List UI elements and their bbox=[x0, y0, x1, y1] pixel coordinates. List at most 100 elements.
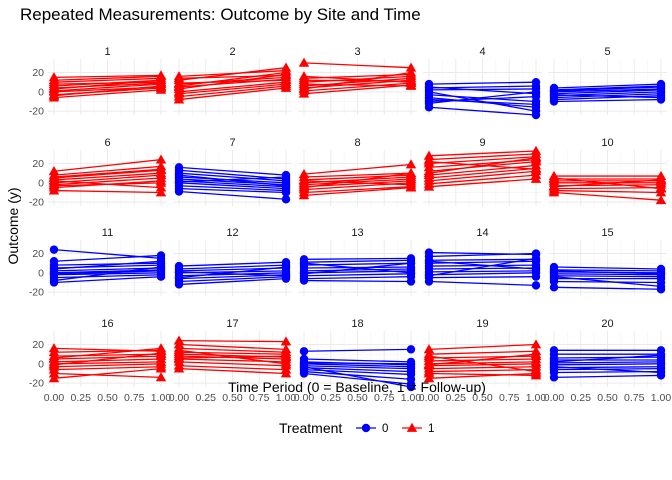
series-line bbox=[303, 262, 412, 275]
x-tick-label: 0.00 bbox=[544, 392, 565, 404]
data-point bbox=[405, 67, 417, 77]
series-line bbox=[428, 272, 537, 276]
series-line bbox=[428, 372, 537, 377]
series-line bbox=[178, 83, 287, 95]
facet-strip-label: 10 bbox=[601, 137, 613, 149]
series-line bbox=[303, 257, 412, 260]
data-point bbox=[530, 348, 542, 359]
data-point bbox=[156, 251, 166, 260]
series-line bbox=[303, 370, 412, 380]
data-point bbox=[424, 95, 434, 104]
data-point bbox=[299, 358, 309, 368]
series-line bbox=[428, 98, 537, 106]
series-line bbox=[303, 366, 412, 388]
series-line bbox=[53, 85, 162, 97]
series-line bbox=[428, 81, 537, 85]
legend-key-circle bbox=[361, 423, 371, 433]
series-line bbox=[53, 79, 162, 90]
data-point bbox=[174, 187, 184, 196]
facet-panel-15: 15 bbox=[548, 227, 667, 296]
series-line bbox=[553, 269, 662, 272]
series-line bbox=[53, 262, 162, 266]
series-line bbox=[178, 79, 287, 84]
series-line bbox=[303, 84, 412, 95]
series-line bbox=[178, 180, 287, 188]
series-line bbox=[53, 159, 162, 172]
data-point bbox=[48, 368, 60, 378]
data-point bbox=[155, 164, 167, 174]
series-line bbox=[178, 261, 287, 267]
series-line bbox=[428, 160, 537, 170]
y-tick-label: 20 bbox=[32, 158, 44, 170]
x-tick-label: 0.00 bbox=[294, 392, 315, 404]
data-point bbox=[173, 88, 185, 98]
series-line bbox=[303, 365, 412, 370]
facet-strip-label: 15 bbox=[601, 227, 613, 239]
panel-grid bbox=[548, 150, 667, 206]
series-line bbox=[178, 166, 287, 176]
facet-strip-label: 9 bbox=[479, 137, 485, 149]
facet-strip-label: 17 bbox=[226, 318, 238, 330]
series-line bbox=[53, 177, 162, 186]
facet-strip-label: 3 bbox=[354, 46, 360, 58]
series-line bbox=[553, 276, 662, 287]
series-line bbox=[303, 172, 412, 189]
data-point bbox=[548, 187, 560, 197]
data-point bbox=[531, 87, 541, 97]
series-line bbox=[428, 153, 537, 161]
data-point bbox=[173, 94, 185, 104]
data-point bbox=[49, 245, 59, 254]
series-line bbox=[428, 343, 537, 350]
series-line bbox=[428, 276, 537, 279]
series-line bbox=[53, 89, 162, 99]
data-point bbox=[48, 90, 60, 100]
data-point bbox=[173, 345, 185, 355]
series-line bbox=[553, 85, 662, 91]
x-tick-label: 0.75 bbox=[124, 392, 145, 404]
data-point bbox=[155, 80, 167, 90]
series-line bbox=[53, 270, 162, 275]
y-tick-label: 0 bbox=[38, 177, 44, 189]
series-line bbox=[53, 363, 162, 368]
series-line bbox=[53, 180, 162, 189]
series-line bbox=[178, 182, 287, 190]
series-line bbox=[53, 81, 162, 85]
data-point bbox=[656, 82, 666, 92]
series-line bbox=[303, 187, 412, 197]
chart-title: Repeated Measurements: Outcome by Site a… bbox=[20, 5, 421, 24]
x-tick-label: 0.00 bbox=[169, 392, 190, 404]
series-line bbox=[53, 165, 162, 176]
facet-strip-label: 11 bbox=[102, 227, 113, 239]
series-line bbox=[53, 254, 162, 262]
series-line bbox=[178, 347, 287, 353]
data-point bbox=[155, 372, 167, 382]
data-point bbox=[174, 170, 184, 180]
series-line bbox=[428, 280, 537, 287]
series-line bbox=[178, 71, 287, 87]
series-line bbox=[53, 266, 162, 282]
data-point bbox=[530, 164, 542, 174]
facet-strip-label: 4 bbox=[479, 46, 485, 58]
series-line bbox=[303, 358, 412, 363]
series-line bbox=[53, 372, 162, 378]
legend-title: Treatment bbox=[279, 420, 342, 436]
facet-panel-12: 12 bbox=[173, 227, 292, 296]
series-line bbox=[553, 361, 662, 364]
data-point bbox=[156, 266, 166, 276]
series-line bbox=[553, 88, 662, 93]
facet-panel-3: 3 bbox=[298, 46, 417, 115]
data-point bbox=[173, 80, 185, 90]
facet-panel-16: 16 bbox=[48, 318, 167, 387]
facet-panel-6: 6 bbox=[48, 137, 167, 206]
data-point bbox=[423, 181, 435, 191]
y-tick-label: 20 bbox=[32, 248, 44, 260]
series-line bbox=[303, 268, 412, 272]
series-line bbox=[553, 191, 662, 201]
x-tick-label: 0.75 bbox=[499, 392, 520, 404]
data-point bbox=[406, 382, 416, 392]
data-point bbox=[155, 363, 167, 373]
data-point bbox=[155, 182, 167, 192]
data-point bbox=[405, 159, 417, 169]
series-line bbox=[553, 187, 662, 190]
data-point bbox=[424, 277, 434, 286]
